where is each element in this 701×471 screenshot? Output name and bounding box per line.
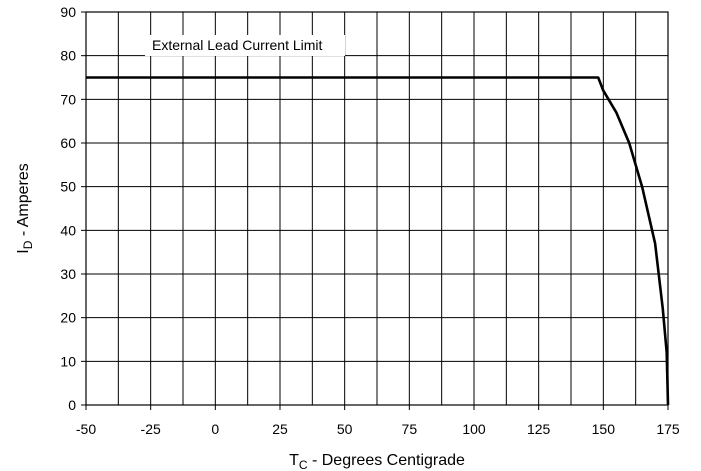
- y-tick-label: 80: [60, 48, 76, 64]
- y-tick-label: 40: [60, 222, 76, 238]
- x-tick-label: -25: [141, 421, 161, 437]
- x-axis-title-sub: C: [299, 458, 308, 471]
- y-tick-label: 90: [60, 4, 76, 20]
- y-tick-label: 0: [68, 397, 76, 413]
- y-axis-title: ID - Amperes: [15, 163, 35, 253]
- x-axis-title: TC - Degrees Centigrade: [289, 452, 465, 471]
- annotation-box: [145, 35, 345, 56]
- x-tick-label: 75: [402, 421, 418, 437]
- x-tick-label: 100: [462, 421, 486, 437]
- y-axis-title-rest: - Amperes: [15, 163, 32, 240]
- plot-area-border: [85, 11, 669, 406]
- x-tick-label: 25: [272, 421, 288, 437]
- axis-ticks: [81, 11, 669, 410]
- x-tick-label: 125: [527, 421, 551, 437]
- annotation-label: External Lead Current Limit: [152, 37, 323, 53]
- series-line: [86, 76, 670, 406]
- x-tick-label: 50: [337, 421, 353, 437]
- y-tick-label: 70: [60, 91, 76, 107]
- y-tick-labels: 0 10 20 30 40 50 60 70 80 90: [60, 4, 76, 413]
- grid: [85, 11, 669, 406]
- y-tick-label: 20: [60, 310, 76, 326]
- x-tick-label: 175: [656, 421, 680, 437]
- x-tick-label: -50: [76, 421, 96, 437]
- y-axis-title-sub: D: [21, 240, 35, 249]
- x-tick-labels: -50 -25 0 25 50 75 100 125 150 175: [76, 421, 680, 437]
- x-axis-title-rest: - Degrees Centigrade: [308, 452, 466, 469]
- x-tick-label: 150: [592, 421, 616, 437]
- x-axis-title-main: T: [289, 452, 299, 469]
- y-tick-label: 10: [60, 353, 76, 369]
- x-tick-label: 0: [211, 421, 219, 437]
- y-tick-label: 30: [60, 266, 76, 282]
- y-tick-label: 50: [60, 179, 76, 195]
- y-axis-title-main: I: [15, 249, 32, 253]
- y-tick-label: 60: [60, 135, 76, 151]
